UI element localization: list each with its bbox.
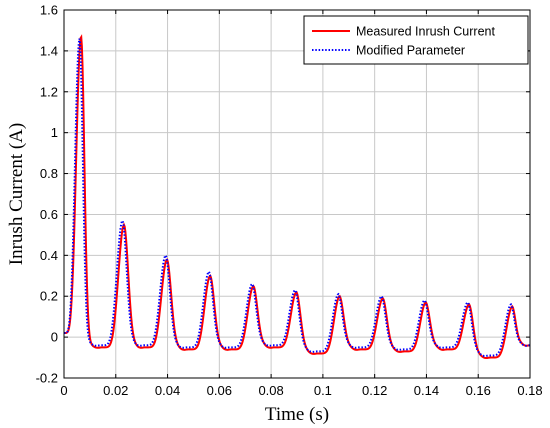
y-tick-label: 1.4 bbox=[40, 43, 58, 58]
x-tick-labels: 0 0.02 0.04 0.06 0.08 0.1 0.12 0.14 0.16 0.18 bbox=[60, 383, 542, 398]
plot-frame bbox=[63, 9, 531, 379]
y-tick-label: -0.2 bbox=[36, 371, 58, 386]
x-tick-label: 0.02 bbox=[103, 383, 128, 398]
y-tick-label: 0.6 bbox=[40, 207, 58, 222]
y-tick-label: 0.4 bbox=[40, 248, 58, 263]
series-line-modified bbox=[64, 38, 531, 357]
y-tick-labels: -0.2 0 0.2 0.4 0.6 0.8 1 1.2 1.4 1.6 bbox=[36, 3, 58, 386]
x-tick-label: 0.14 bbox=[414, 383, 439, 398]
plot-background bbox=[64, 10, 530, 378]
y-tick-label: 0.2 bbox=[40, 289, 58, 304]
x-tick-label: 0 bbox=[60, 383, 67, 398]
series-layer bbox=[64, 34, 531, 360]
x-tick-label: 0.18 bbox=[517, 383, 542, 398]
y-tick-label: 0.8 bbox=[40, 166, 58, 181]
grid-lines bbox=[64, 10, 530, 378]
y-tick-label: 1.2 bbox=[40, 84, 58, 99]
y-tick-label: 1.6 bbox=[40, 3, 58, 18]
x-axis-label: Time (s) bbox=[265, 404, 329, 425]
x-tick-label: 0.06 bbox=[207, 383, 232, 398]
x-tick-label: 0.16 bbox=[466, 383, 491, 398]
legend-box bbox=[303, 15, 529, 65]
legend: Measured Inrush Current Modified Paramet… bbox=[303, 15, 529, 65]
x-tick-label: 0.08 bbox=[258, 383, 283, 398]
x-tick-label: 0.1 bbox=[314, 383, 332, 398]
legend-label-modified: Modified Parameter bbox=[356, 44, 465, 58]
x-tick-label: 0.04 bbox=[155, 383, 180, 398]
y-tick-label: 0 bbox=[51, 330, 58, 345]
x-tick-label: 0.12 bbox=[362, 383, 387, 398]
legend-label-measured: Measured Inrush Current bbox=[356, 25, 495, 39]
y-axis-label: Inrush Current (A) bbox=[6, 123, 27, 265]
axis-ticks bbox=[63, 9, 531, 379]
y-tick-label: 1 bbox=[51, 125, 58, 140]
